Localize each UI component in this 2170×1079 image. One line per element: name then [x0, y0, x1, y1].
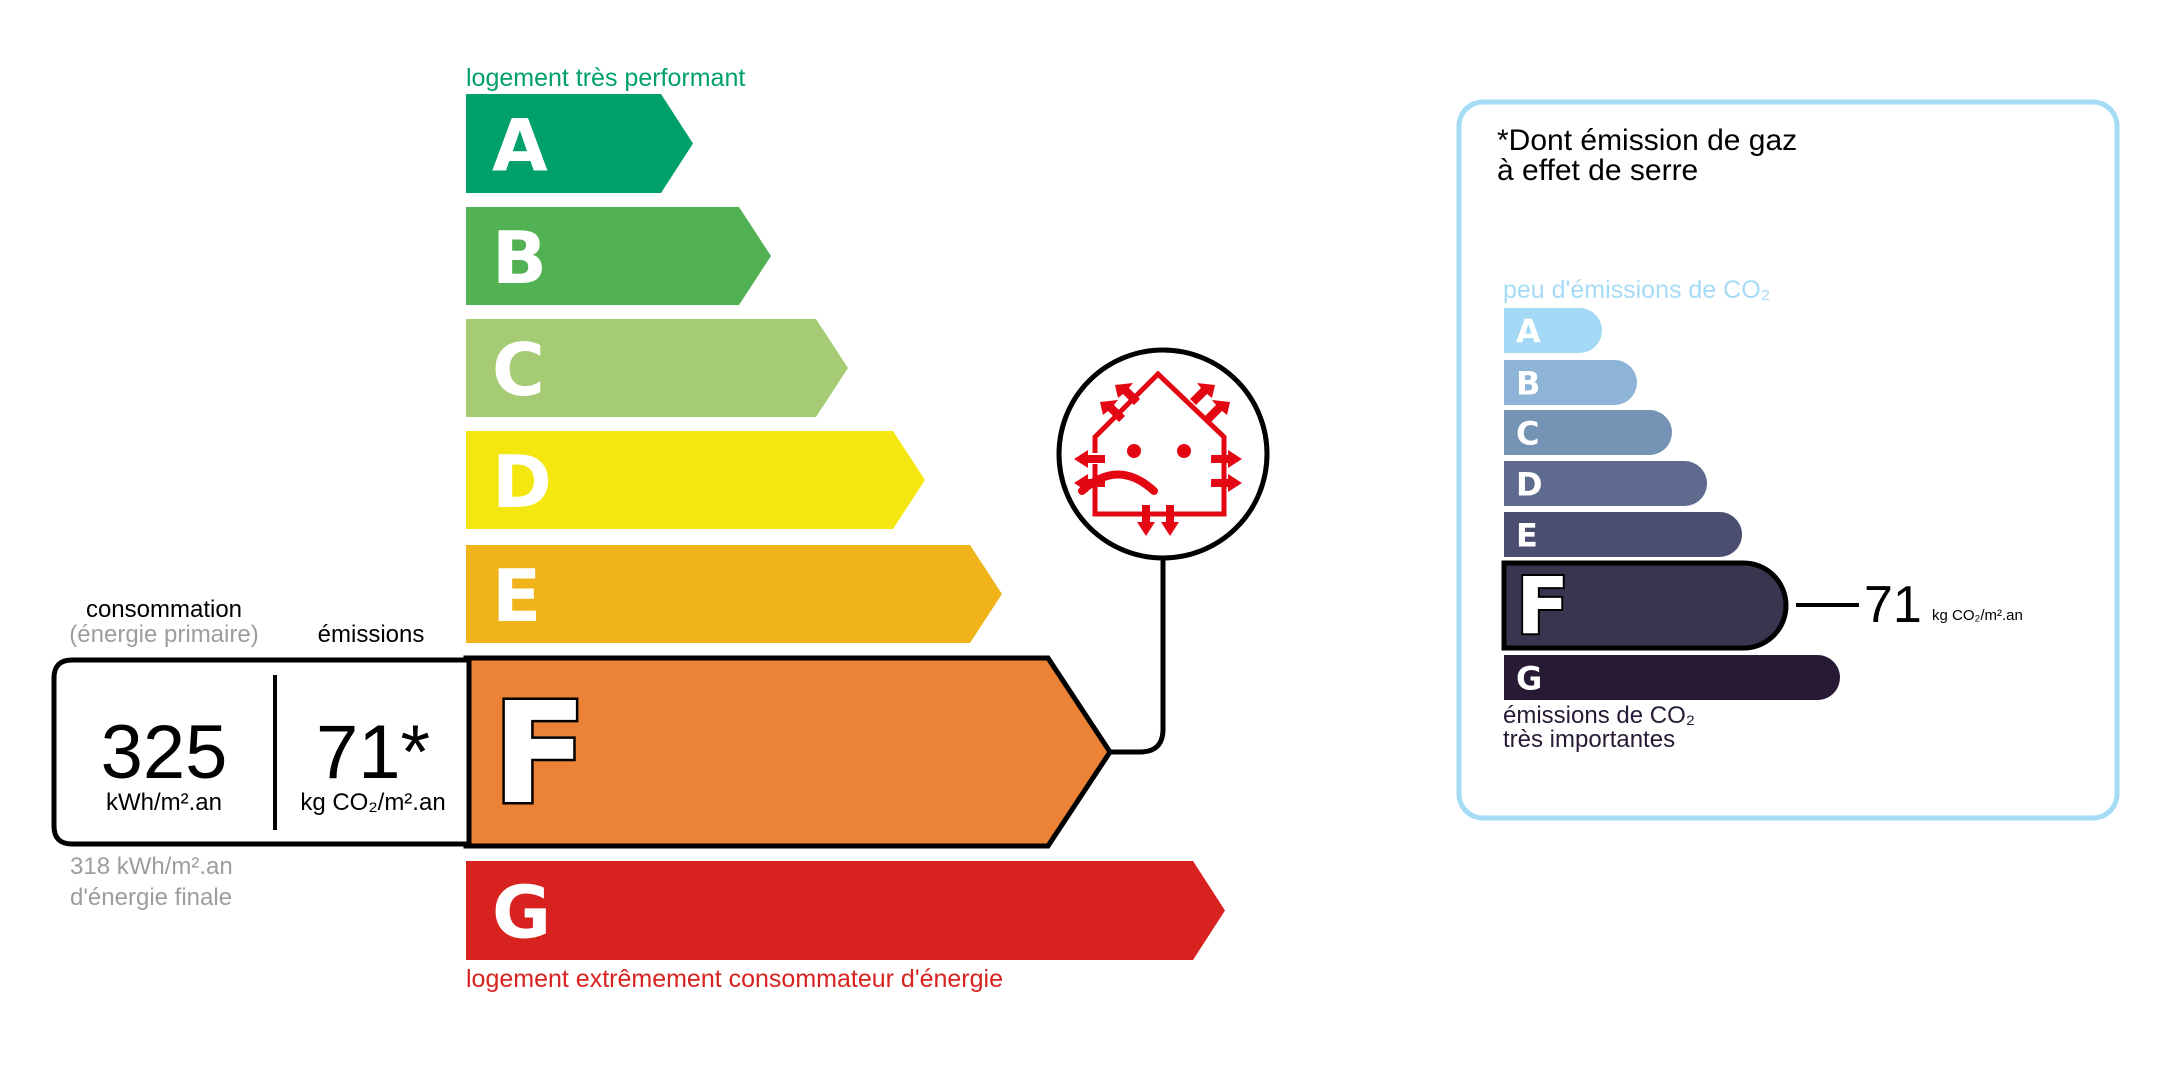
energy-class-letter: E: [492, 554, 541, 638]
final-energy-value: 318 kWh/m².an: [70, 853, 233, 880]
energy-bar: [466, 545, 1002, 643]
ges-bar: [1504, 308, 1603, 353]
ges-class-d: D: [1504, 461, 1707, 506]
ges-bar: [1501, 560, 1789, 651]
value-box: 325 kWh/m².an 71* kg CO₂/m².an: [51, 657, 472, 847]
ges-bar: [1504, 360, 1637, 405]
consumption-label: consommation: [86, 596, 242, 623]
final-energy-label: d'énergie finale: [70, 884, 232, 911]
consumption-unit: kWh/m².an: [106, 789, 222, 816]
energy-bar: [466, 861, 1225, 960]
ges-unit: kg CO₂/m².an: [1932, 607, 2023, 624]
ges-class-letter: E: [1516, 517, 1538, 555]
energy-class-a: A: [466, 94, 693, 193]
ges-value: 71: [1864, 576, 1922, 634]
ges-class-f: F: [1501, 560, 1789, 655]
ges-class-letter: C: [1516, 415, 1539, 453]
ges-bottom-label-line1: émissions de CO₂: [1503, 702, 1695, 729]
sad-house-heat-loss-icon: [1056, 347, 1270, 561]
ges-bar: [1504, 512, 1743, 557]
ges-class-letter: A: [1516, 313, 1541, 351]
energy-bar: [466, 94, 693, 193]
ges-bar: [1504, 410, 1672, 455]
energy-class-e: E: [466, 545, 1002, 643]
energy-bar: [466, 319, 848, 417]
energy-class-c: C: [466, 319, 848, 417]
ges-class-letter: F: [1516, 563, 1569, 653]
consumption-sublabel: (énergie primaire): [69, 621, 258, 648]
energy-class-letter: B: [492, 216, 547, 300]
consumption-value: 325: [101, 710, 228, 795]
energy-class-letter: D: [492, 440, 552, 524]
ges-class-e: E: [1504, 512, 1743, 557]
energy-class-f: F: [463, 655, 1113, 849]
ges-class-c: C: [1504, 410, 1672, 455]
ges-class-a: A: [1504, 308, 1603, 353]
ges-bar: [1504, 655, 1840, 700]
energy-top-label: logement très performant: [466, 64, 745, 92]
energy-class-letter: F: [492, 673, 588, 836]
ges-title-line1: *Dont émission de gaz: [1497, 124, 1797, 157]
emissions-label: émissions: [318, 621, 425, 648]
ges-title-line2: à effet de serre: [1497, 154, 1698, 187]
energy-class-g: G: [466, 861, 1225, 960]
ges-class-letter: B: [1516, 365, 1540, 403]
energy-bar: [466, 431, 925, 529]
ges-bottom-label-line2: très importantes: [1503, 726, 1675, 753]
icon-connector: [1110, 558, 1166, 755]
ges-top-label: peu d'émissions de CO₂: [1503, 276, 1770, 304]
energy-class-b: B: [466, 207, 771, 305]
energy-class-letter: A: [492, 104, 548, 188]
ges-bar: [1504, 461, 1707, 506]
energy-class-d: D: [466, 431, 925, 529]
emissions-value: 71*: [316, 710, 430, 795]
ges-class-b: B: [1504, 360, 1637, 405]
energy-bottom-label: logement extrêmement consommateur d'éner…: [466, 965, 1003, 993]
emissions-unit: kg CO₂/m².an: [300, 789, 445, 816]
energy-class-letter: G: [492, 871, 551, 955]
ges-class-letter: G: [1516, 660, 1542, 698]
energy-bar: [466, 207, 771, 305]
energy-class-letter: C: [492, 328, 545, 412]
ges-class-g: G: [1504, 655, 1840, 700]
ges-class-letter: D: [1516, 466, 1543, 504]
